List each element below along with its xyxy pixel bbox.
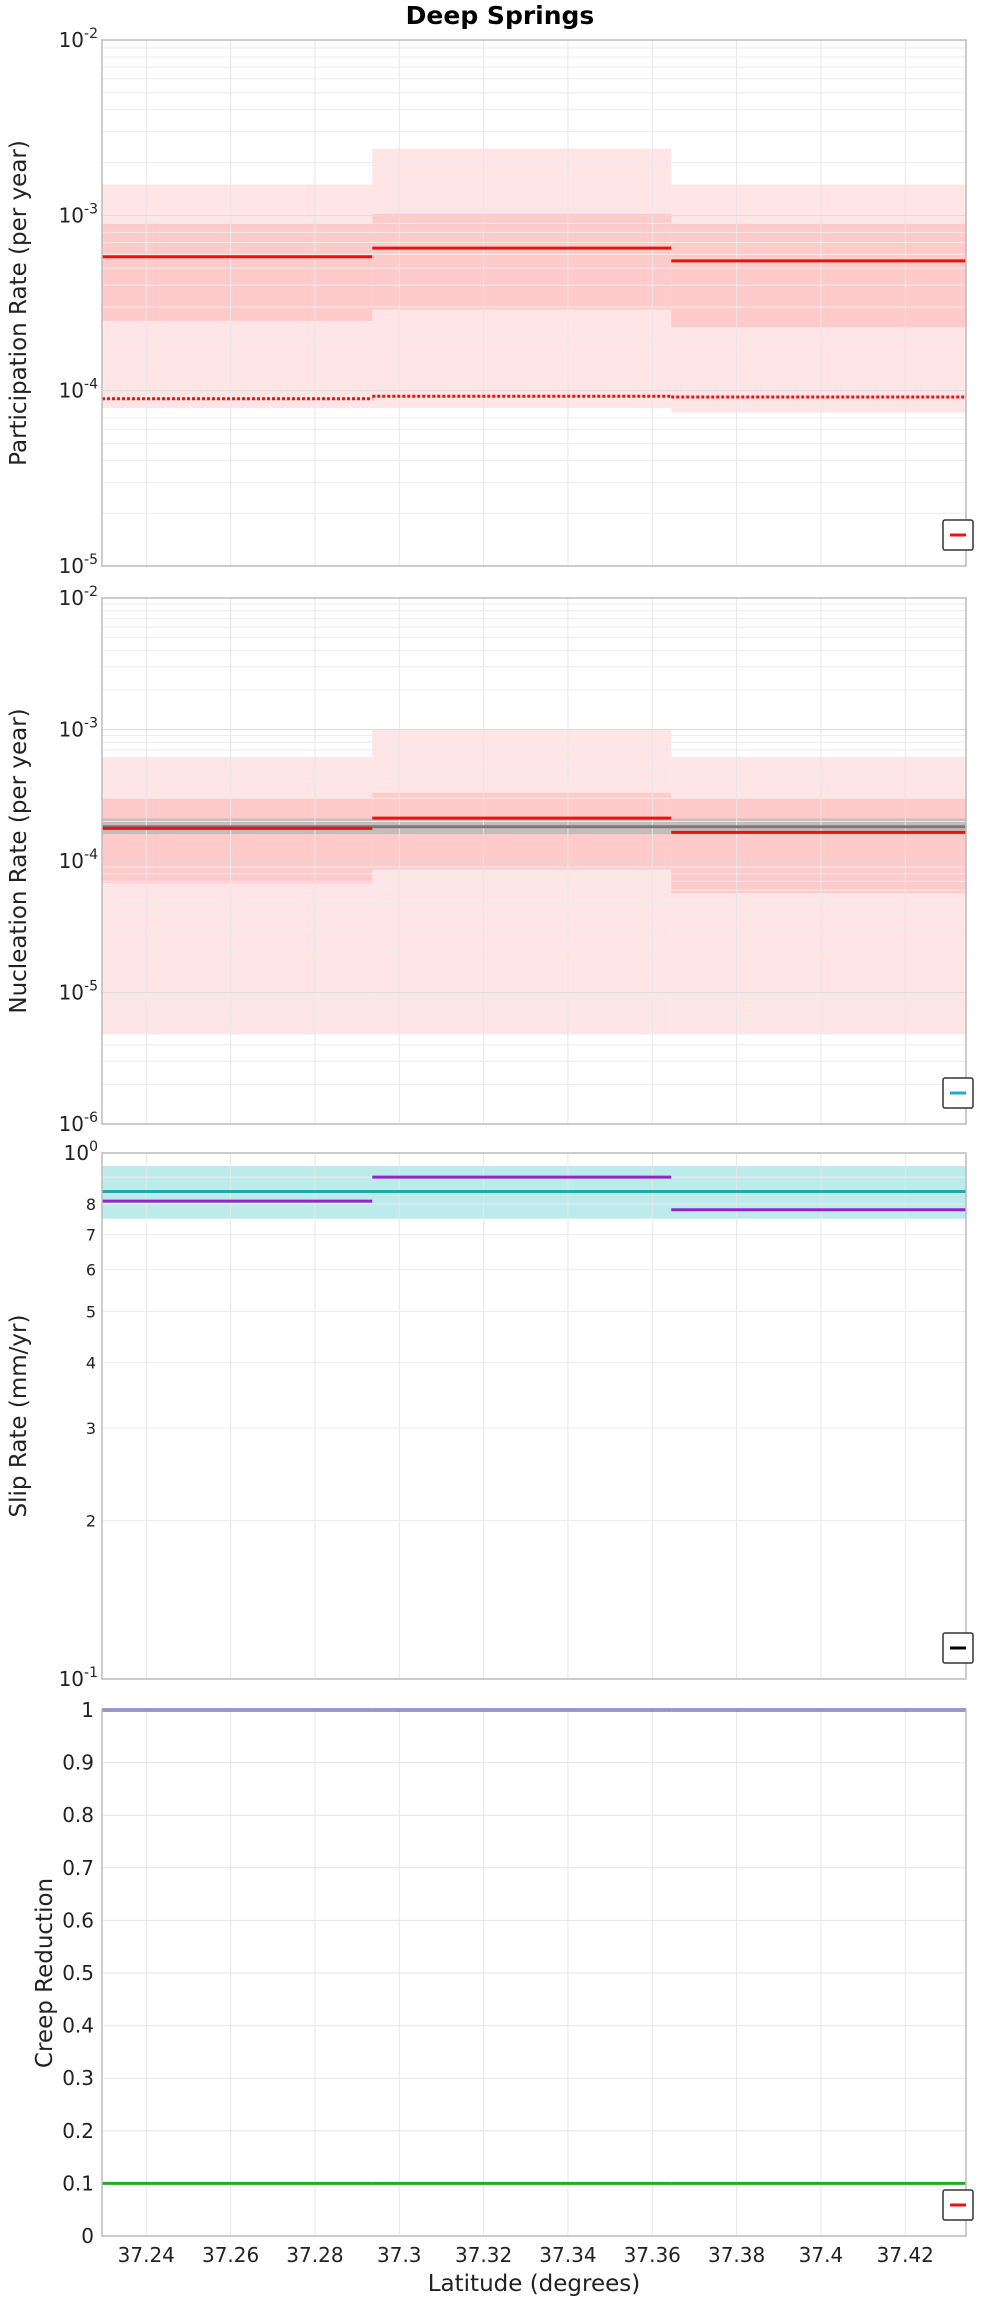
plot-frame	[101, 39, 967, 567]
uncertainty-band	[671, 798, 966, 894]
y-tick-label: 10-3	[59, 716, 98, 742]
legend	[942, 2189, 974, 2221]
figure-title: Deep Springs	[406, 1, 595, 30]
legend	[942, 519, 974, 551]
y-tick-label: 0.2	[62, 2119, 94, 2143]
y-minor-tick-label: 8	[86, 1195, 96, 1214]
y-minor-tick-label: 3	[86, 1419, 96, 1438]
uncertainty-band	[102, 798, 373, 884]
y-tick-label: 100	[64, 1139, 98, 1165]
y-tick-label: 0.1	[62, 2171, 94, 2195]
y-tick-label: 0.4	[62, 2014, 94, 2038]
y-tick-label: 0.3	[62, 2066, 94, 2090]
x-tick-label: 37.28	[286, 2243, 343, 2267]
panel-participation: 10-5 10-4 10-3 10-2 Participation Rate (per…	[6, 26, 974, 578]
y-axis-label: Slip Rate (mm/yr)	[6, 1315, 32, 1518]
x-tick-label: 37.38	[708, 2243, 765, 2267]
uncertainty-band	[102, 223, 373, 321]
panel-slip: 10-1 100 2 3 4 5 6 7 8 Slip Rate (mm/yr)	[6, 1139, 974, 1691]
y-tick-label: 10-6	[59, 1110, 99, 1136]
y-tick-label: 10-5	[59, 552, 98, 578]
y-tick-label: 10-1	[59, 1665, 98, 1691]
y-tick-label: 10-2	[59, 26, 98, 52]
x-tick-label: 37.32	[455, 2243, 512, 2267]
y-minor-tick-label: 2	[86, 1512, 96, 1531]
y-tick-label: 0.6	[62, 1908, 94, 1932]
panel-creep: 0 0.1 0.2 0.3 0.4 0.5 0.6 0.7 0.8 0.9 1 Creep Redu…	[32, 1698, 974, 2248]
y-tick-label: 1	[81, 1698, 94, 1722]
plot-frame	[101, 597, 967, 1125]
y-axis-label: Creep Reduction	[32, 1878, 58, 2068]
y-tick-label: 0.9	[62, 1751, 94, 1775]
uncertainty-band	[372, 729, 672, 1035]
y-tick-label: 10-4	[59, 377, 99, 403]
y-minor-tick-label: 5	[86, 1302, 96, 1321]
legend	[942, 1077, 974, 1109]
y-tick-label: 10-5	[59, 979, 98, 1005]
legend	[942, 1632, 974, 1664]
panel-nucleation: 10-6 10-5 10-4 10-3 10-2 Nucleation Rate (pe…	[6, 584, 974, 1136]
x-tick-label: 37.36	[624, 2243, 681, 2267]
x-tick-label: 37.26	[202, 2243, 259, 2267]
y-tick-label: 0.8	[62, 1803, 94, 1827]
y-tick-label: 0.5	[62, 1961, 94, 1985]
y-minor-tick-label: 7	[86, 1225, 96, 1244]
y-tick-label: 0	[81, 2224, 94, 2248]
x-tick-label: 37.4	[799, 2243, 844, 2267]
y-minor-tick-label: 6	[86, 1261, 96, 1280]
y-tick-label: 10-2	[59, 584, 98, 610]
x-tick-label: 37.42	[877, 2243, 934, 2267]
y-tick-label: 0.7	[62, 1856, 94, 1880]
x-tick-label: 37.3	[377, 2243, 422, 2267]
plot-frame	[101, 1709, 967, 2237]
uncertainty-band	[671, 223, 966, 328]
x-tick-label: 37.34	[539, 2243, 596, 2267]
uncertainty-band	[372, 213, 672, 310]
y-minor-tick-label: 4	[86, 1353, 96, 1372]
x-axis: 37.24 37.26 37.28 37.3 37.32 37.34 37.36 37.38 3…	[118, 2243, 934, 2267]
plot-frame	[101, 1152, 967, 1680]
x-axis-label: Latitude (degrees)	[428, 2271, 641, 2297]
y-axis-label: Nucleation Rate (per year)	[6, 708, 32, 1013]
x-tick-label: 37.24	[118, 2243, 175, 2267]
y-tick-label: 10-3	[59, 201, 98, 227]
y-axis-label: Participation Rate (per year)	[6, 140, 32, 466]
y-tick-label: 10-4	[59, 847, 99, 873]
